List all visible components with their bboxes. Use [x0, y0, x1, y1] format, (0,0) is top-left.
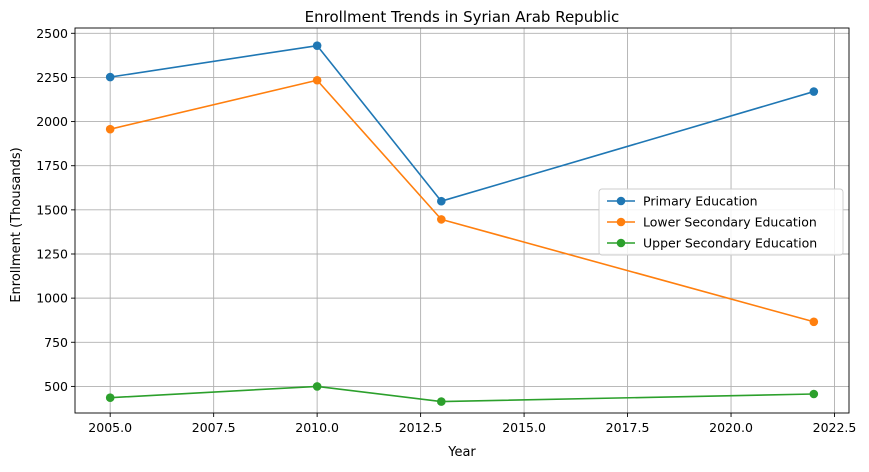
y-axis-title: Enrollment (Thousands) [9, 147, 24, 302]
data-point-lower-secondary-education [312, 75, 322, 85]
data-point-upper-secondary-education [312, 382, 322, 391]
data-point-lower-secondary-education [809, 317, 819, 327]
legend: Primary Education Lower Secondary Educati… [598, 188, 844, 256]
legend-marker [616, 217, 626, 227]
y-tick-label: 500 [44, 379, 68, 394]
x-tick-label: 2020.0 [709, 420, 753, 435]
series-line-lower-secondary-education [109, 79, 815, 323]
x-tick-label: 2022.5 [813, 420, 857, 435]
y-tick-label: 1750 [36, 158, 68, 173]
x-axis-title: Year [447, 445, 476, 460]
y-tick-label: 2500 [36, 26, 68, 41]
x-tick-label: 2010.0 [295, 420, 339, 435]
chart-title: Enrollment Trends in Syrian Arab Republi… [305, 8, 620, 26]
series-line-upper-secondary-education [110, 385, 814, 403]
plot-area [74, 27, 850, 414]
x-tick-label: 2012.5 [399, 420, 443, 435]
legend-label: Lower Secondary Education [643, 215, 817, 230]
y-tick-label: 2000 [36, 114, 68, 129]
axis-ticks: 2005.0 2007.5 2010.0 2012.5 2015.0 2017.5 2020… [36, 26, 856, 435]
y-tick-label: 750 [44, 335, 68, 350]
legend-label: Upper Secondary Education [643, 236, 817, 251]
series-line-primary-education [110, 44, 815, 202]
data-point-primary-education [312, 41, 322, 50]
x-tick-label: 2015.0 [502, 420, 546, 435]
x-tick-label: 2017.5 [606, 420, 650, 435]
data-point-lower-secondary-education [437, 215, 446, 224]
series-group [105, 41, 819, 406]
data-point-upper-secondary-education [809, 389, 819, 399]
data-point-upper-secondary-education [437, 397, 446, 406]
data-point-upper-secondary-education [105, 393, 115, 403]
data-point-primary-education [809, 87, 819, 96]
data-point-primary-education [105, 72, 115, 82]
y-tick-label: 1500 [36, 202, 68, 217]
legend-box [598, 188, 844, 256]
x-tick-label: 2005.0 [88, 420, 132, 435]
legend-marker [616, 238, 626, 248]
y-tick-label: 1000 [36, 291, 68, 306]
data-point-primary-education [437, 196, 446, 206]
y-tick-label: 1250 [36, 246, 68, 261]
data-point-lower-secondary-education [105, 124, 115, 134]
legend-marker [616, 196, 626, 206]
x-tick-label: 2007.5 [192, 420, 236, 435]
y-tick-label: 2250 [36, 70, 68, 85]
legend-label: Primary Education [643, 194, 758, 209]
